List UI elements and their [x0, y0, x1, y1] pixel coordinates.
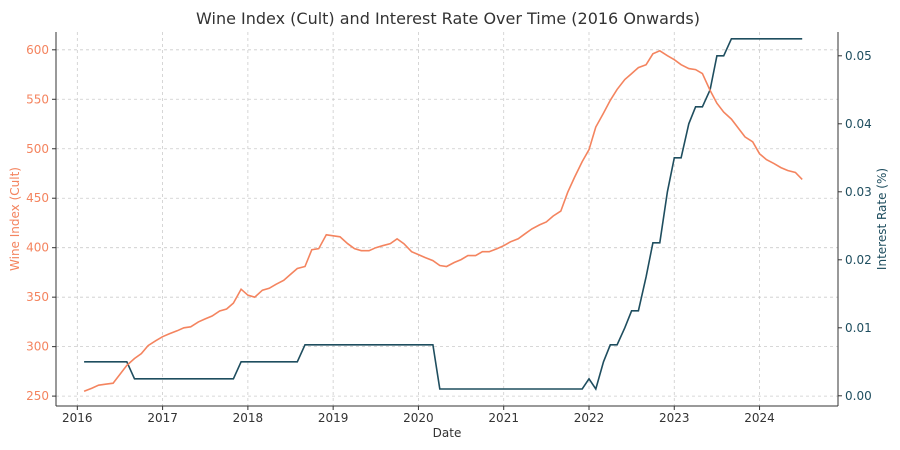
- y-left-tick-label: 250: [26, 389, 49, 403]
- x-axis-label: Date: [433, 426, 462, 440]
- x-tick-label: 2019: [318, 411, 349, 425]
- x-tick-label: 2023: [659, 411, 690, 425]
- axes: [55, 32, 839, 407]
- x-tick-label: 2017: [147, 411, 178, 425]
- y-left-tick-label: 450: [26, 191, 49, 205]
- y-left-tick-label: 550: [26, 92, 49, 106]
- y-right-tick-label: 0.04: [845, 117, 872, 131]
- x-tick-label: 2024: [744, 411, 775, 425]
- x-tick-label: 2016: [62, 411, 93, 425]
- y-right-tick-label: 0.03: [845, 185, 872, 199]
- interest-rate-series: [84, 37, 803, 391]
- wine-index-line: [83, 49, 803, 392]
- chart-title: Wine Index (Cult) and Interest Rate Over…: [196, 9, 700, 28]
- y-axis-left-label: Wine Index (Cult): [8, 167, 22, 271]
- y-left-tick-label: 400: [26, 241, 49, 255]
- x-tick-label: 2021: [488, 411, 519, 425]
- y-left-tick-label: 350: [26, 290, 49, 304]
- y-left-tick-label: 500: [26, 142, 49, 156]
- y-right-tick-label: 0.05: [845, 49, 872, 63]
- x-tick-label: 2018: [233, 411, 264, 425]
- tick-marks: 2016 2017 2018 2019 2020 2021 2022 2023 2024 250 3…: [26, 43, 872, 425]
- y-right-tick-label: 0.00: [845, 389, 872, 403]
- wine-index-series: [83, 49, 803, 392]
- y-right-tick-label: 0.02: [845, 253, 872, 267]
- y-right-tick-label: 0.01: [845, 321, 872, 335]
- grid-lines: [56, 32, 838, 406]
- y-left-tick-label: 300: [26, 340, 49, 354]
- x-tick-label: 2022: [574, 411, 605, 425]
- y-axis-right-label: Interest Rate (%): [875, 168, 889, 270]
- y-left-tick-label: 600: [26, 43, 49, 57]
- interest-rate-line: [84, 37, 803, 391]
- x-tick-label: 2020: [403, 411, 434, 425]
